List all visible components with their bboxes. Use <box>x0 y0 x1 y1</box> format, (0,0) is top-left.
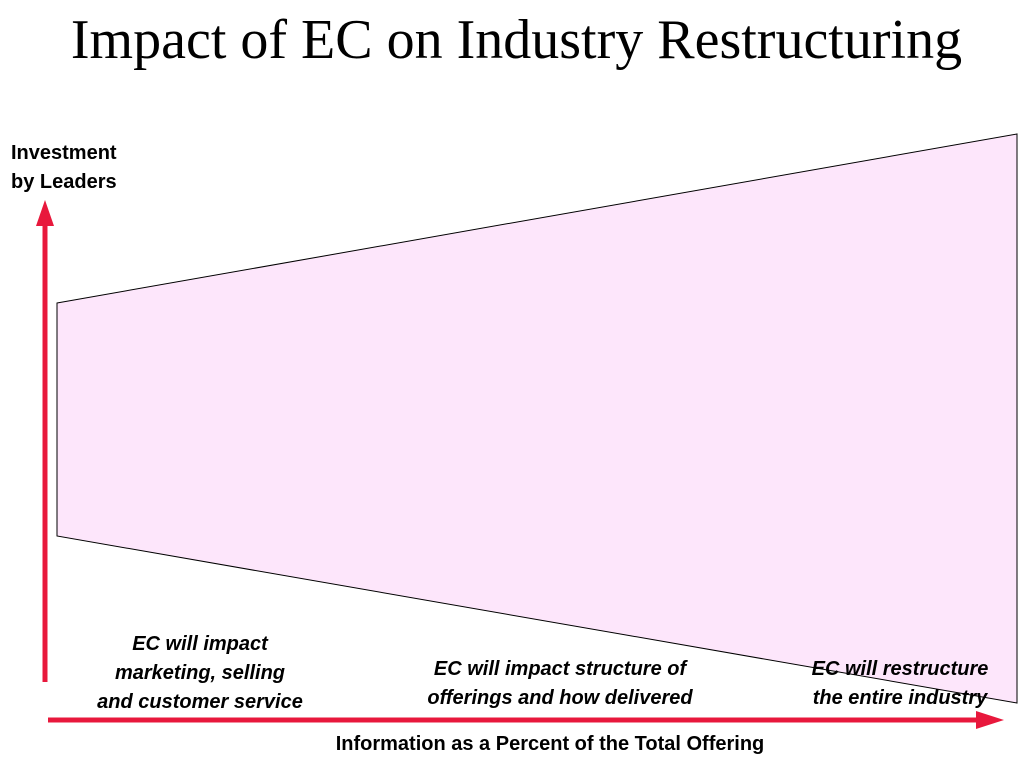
stage-label-line: EC will impact structure of <box>433 658 687 680</box>
y-axis-label-line1: Investment <box>11 142 117 164</box>
y-axis-arrowhead <box>36 200 54 226</box>
stage-label-marketing: EC will impact marketing, selling and cu… <box>60 630 340 717</box>
stage-label-line: and customer service <box>97 691 303 713</box>
impact-funnel-shape <box>56 133 1018 704</box>
stage-label-line: offerings and how delivered <box>427 687 693 709</box>
x-axis-arrowhead <box>976 711 1004 729</box>
x-axis-label: Information as a Percent of the Total Of… <box>335 733 765 755</box>
page-title: Impact of EC on Industry Restructuring <box>70 9 963 71</box>
stage-label-line: EC will impact <box>132 633 268 655</box>
stage-label-line: the entire industry <box>812 687 988 709</box>
stage-label-line: EC will restructure <box>811 658 989 680</box>
stage-label-restructure: EC will restructure the entire industry <box>780 655 1020 713</box>
y-axis-label: Investment by Leaders <box>11 139 117 197</box>
stage-label-line: marketing, selling <box>114 662 286 684</box>
stage-label-offerings: EC will impact structure of offerings an… <box>390 655 730 713</box>
y-axis-label-line2: by Leaders <box>11 171 117 193</box>
